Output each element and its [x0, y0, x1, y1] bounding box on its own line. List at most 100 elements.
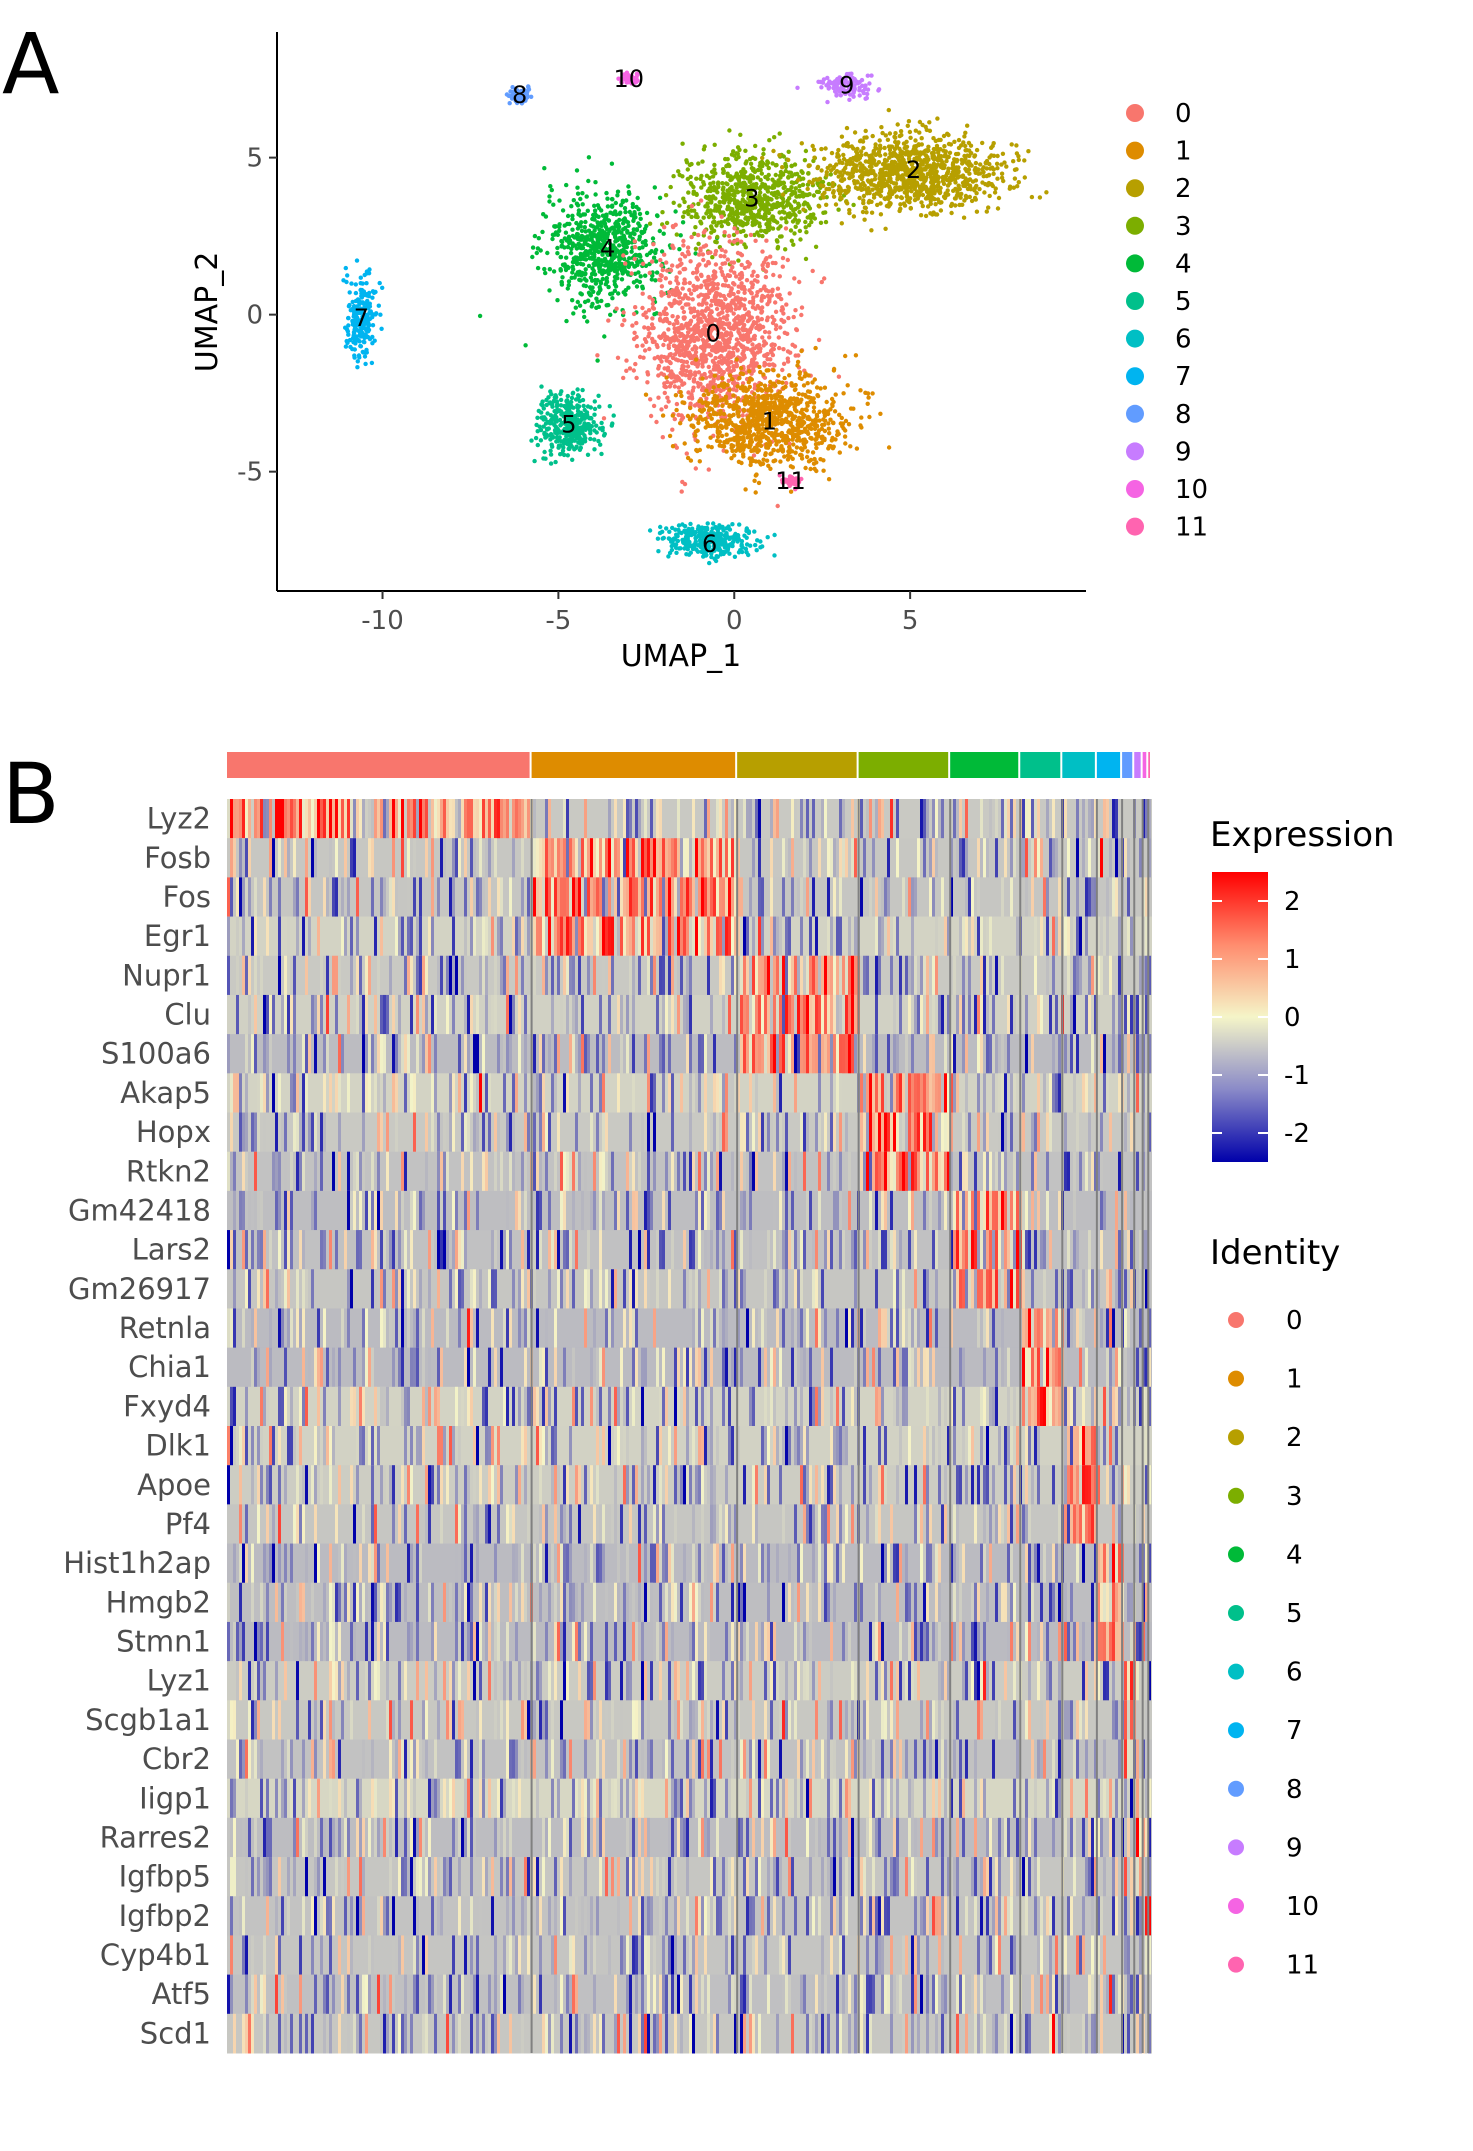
- umap-point: [678, 333, 683, 339]
- umap-point: [772, 342, 777, 348]
- umap-point: [941, 181, 947, 186]
- umap-point: [585, 452, 591, 457]
- umap-point: [592, 412, 597, 417]
- umap-point: [671, 301, 677, 306]
- umap-point: [535, 415, 540, 420]
- umap-point: [865, 391, 871, 396]
- umap-point: [852, 130, 858, 135]
- umap-point: [821, 468, 826, 473]
- umap-point: [787, 444, 792, 450]
- umap-point: [907, 129, 913, 135]
- umap-point: [768, 466, 773, 471]
- umap-point: [581, 309, 587, 314]
- umap-point: [996, 195, 1002, 201]
- umap-point: [750, 285, 755, 290]
- umap-point: [668, 360, 673, 366]
- umap-point: [755, 412, 760, 417]
- umap-point: [695, 324, 701, 330]
- umap-point: [620, 322, 625, 328]
- umap-point: [938, 185, 943, 191]
- umap-point: [666, 293, 672, 299]
- umap-point: [534, 422, 539, 428]
- umap-point: [671, 200, 676, 205]
- umap-point: [963, 156, 968, 162]
- umap-point: [644, 339, 649, 345]
- umap-point: [605, 196, 610, 201]
- umap-point: [696, 294, 701, 299]
- umap-point: [966, 163, 972, 168]
- umap-point: [670, 263, 675, 268]
- umap-point: [797, 209, 802, 215]
- umap-point: [744, 278, 750, 283]
- umap-point: [838, 421, 843, 426]
- umap-point: [718, 292, 723, 298]
- umap-point: [681, 238, 686, 244]
- umap-point: [853, 155, 859, 160]
- umap-point: [973, 160, 979, 166]
- umap-point: [858, 423, 863, 428]
- umap-point: [597, 426, 603, 431]
- umap-point: [665, 395, 670, 400]
- umap-point: [624, 358, 629, 363]
- umap-point: [581, 424, 586, 429]
- umap-point: [777, 412, 782, 417]
- umap-point: [729, 456, 734, 461]
- umap-point: [548, 452, 554, 457]
- umap-point: [664, 375, 669, 380]
- umap-point: [563, 440, 569, 445]
- umap-point: [738, 251, 743, 256]
- umap-point: [961, 140, 966, 145]
- umap-point: [559, 280, 564, 285]
- umap-point: [582, 276, 587, 282]
- umap-point: [655, 354, 660, 360]
- umap-point: [667, 384, 673, 389]
- umap-point: [752, 356, 757, 361]
- umap-point: [593, 225, 599, 230]
- umap-point: [884, 203, 890, 209]
- umap-point: [731, 281, 736, 286]
- umap-point: [803, 394, 809, 399]
- umap-point: [785, 399, 790, 405]
- umap-point: [684, 359, 690, 365]
- umap-point: [742, 355, 747, 360]
- umap-point: [613, 200, 618, 206]
- umap-point: [793, 353, 798, 358]
- umap-point: [693, 251, 698, 256]
- umap-point: [707, 235, 712, 240]
- umap-point: [562, 223, 567, 228]
- umap-point: [735, 237, 740, 243]
- umap-point: [788, 228, 794, 233]
- umap-point: [713, 411, 719, 416]
- umap-point: [544, 397, 549, 403]
- umap-point: [681, 309, 687, 315]
- umap-point: [837, 188, 842, 193]
- umap-point: [622, 237, 628, 242]
- umap-point: [680, 214, 686, 219]
- umap-point: [551, 269, 557, 274]
- umap-point: [684, 160, 690, 165]
- umap-point: [754, 325, 759, 331]
- umap-point: [761, 151, 766, 157]
- umap-point: [749, 290, 754, 295]
- umap-point: [602, 239, 608, 245]
- umap-point: [588, 431, 593, 436]
- umap-point: [831, 420, 836, 426]
- umap-point: [532, 233, 538, 239]
- umap-point: [693, 225, 698, 230]
- umap-point: [757, 224, 762, 229]
- umap-point: [688, 174, 693, 180]
- umap-point: [831, 444, 836, 449]
- umap-point: [772, 218, 778, 224]
- umap-point: [617, 243, 622, 248]
- umap-point: [577, 277, 582, 282]
- umap-point: [542, 166, 547, 171]
- umap-point: [866, 395, 871, 400]
- umap-point: [605, 204, 611, 209]
- umap-point: [779, 234, 784, 239]
- umap-point: [760, 233, 765, 239]
- umap-point: [735, 190, 740, 195]
- umap-point: [705, 201, 710, 206]
- umap-point: [894, 194, 899, 199]
- umap-point: [780, 438, 786, 443]
- umap-point: [764, 444, 769, 449]
